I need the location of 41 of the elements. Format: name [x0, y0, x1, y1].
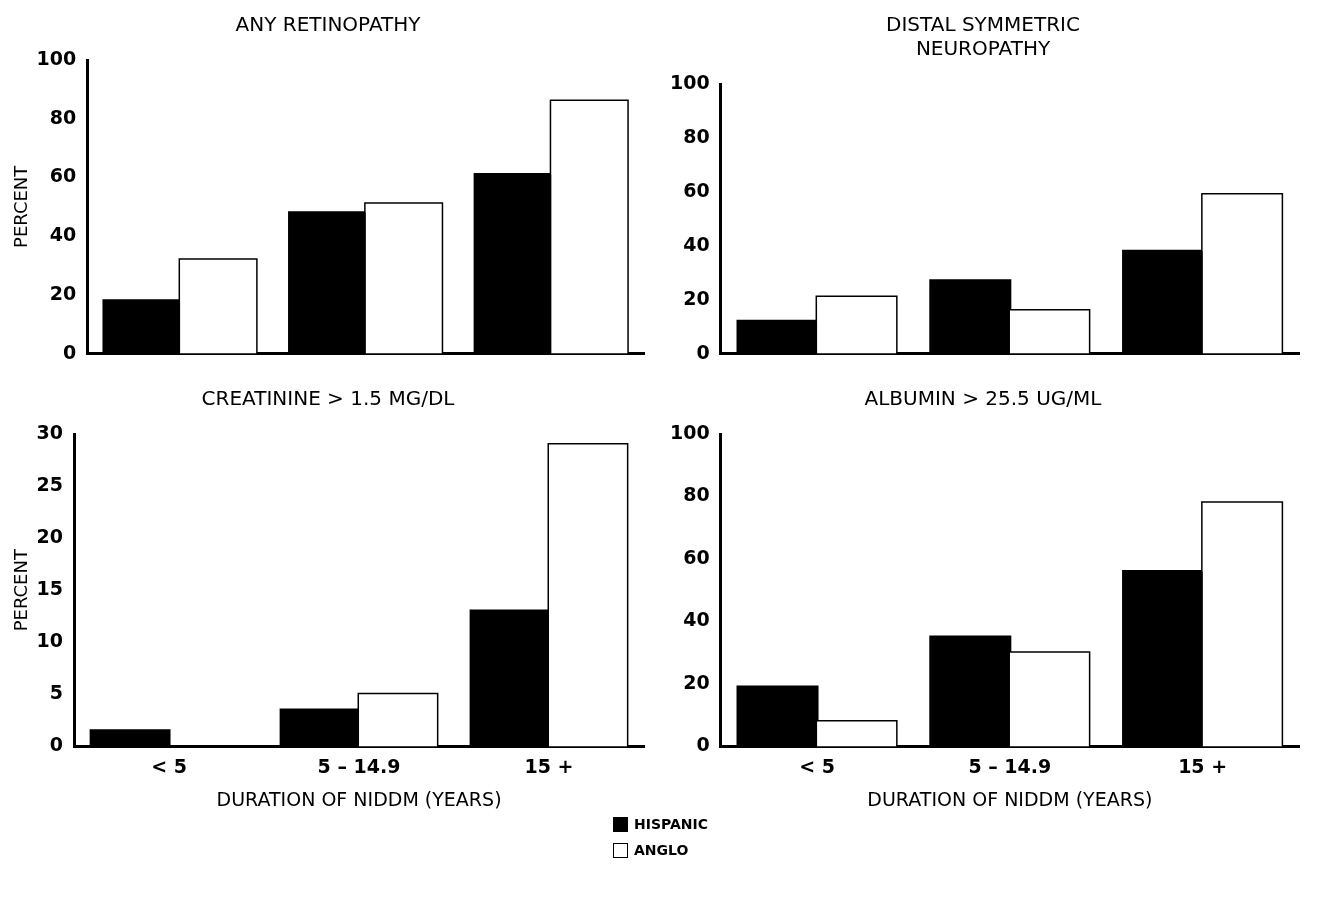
y-axis-title: PERCENT [10, 548, 32, 632]
y-tick-label: 100 [669, 420, 710, 443]
y-tick-label: 10 [36, 629, 64, 652]
y-tick-label: 80 [49, 105, 77, 128]
y-tick-label: 60 [683, 545, 710, 568]
y-tick-label: 20 [36, 525, 64, 548]
chart-title: DISTAL SYMMETRIC NEUROPATHY [886, 12, 1080, 61]
y-tick-label: 0 [63, 340, 77, 363]
y-tick-label: 5 [49, 681, 64, 704]
y-tick-label: 20 [683, 670, 710, 693]
y-tick-label: 0 [49, 733, 64, 756]
chart-title: ANY RETINOPATHY [235, 12, 422, 37]
legend-label: HISPANIC [634, 816, 709, 832]
y-tick-label: 20 [49, 281, 77, 304]
legend-label: ANGLO [634, 842, 689, 858]
y-tick-label: 100 [669, 70, 710, 93]
y-tick-label: 60 [49, 164, 77, 187]
y-tick-label: 80 [683, 483, 710, 506]
y-tick-label: 40 [683, 608, 710, 631]
x-tick-label: 5 – 14.9 [317, 754, 401, 777]
y-tick-label: 25 [36, 473, 64, 495]
y-tick-label: 0 [696, 733, 710, 756]
y-tick-label: 100 [36, 46, 77, 69]
y-tick-label: 60 [683, 178, 710, 201]
x-axis-title: DURATION OF NIDDM (YEARS) [867, 787, 1153, 810]
x-tick-label: 5 – 14.9 [968, 754, 1052, 777]
y-axis-title: PERCENT [10, 164, 32, 248]
y-tick-label: 20 [683, 286, 710, 309]
y-tick-label: 80 [683, 124, 710, 147]
y-tick-label: 40 [49, 223, 77, 246]
x-tick-label: 15 + [1178, 754, 1228, 777]
x-tick-label: < 5 [799, 754, 835, 777]
x-tick-label: < 5 [151, 754, 187, 777]
y-tick-label: 30 [36, 420, 64, 443]
y-tick-label: 0 [696, 340, 710, 363]
x-axis-title: DURATION OF NIDDM (YEARS) [216, 787, 502, 810]
x-tick-label: 15 + [524, 754, 574, 777]
y-tick-label: 15 [36, 577, 64, 600]
chart-title: CREATININE > 1.5 MG/DL [201, 386, 456, 411]
chart-title: ALBUMIN > 25.5 UG/ML [864, 386, 1103, 411]
y-tick-label: 40 [683, 232, 710, 255]
